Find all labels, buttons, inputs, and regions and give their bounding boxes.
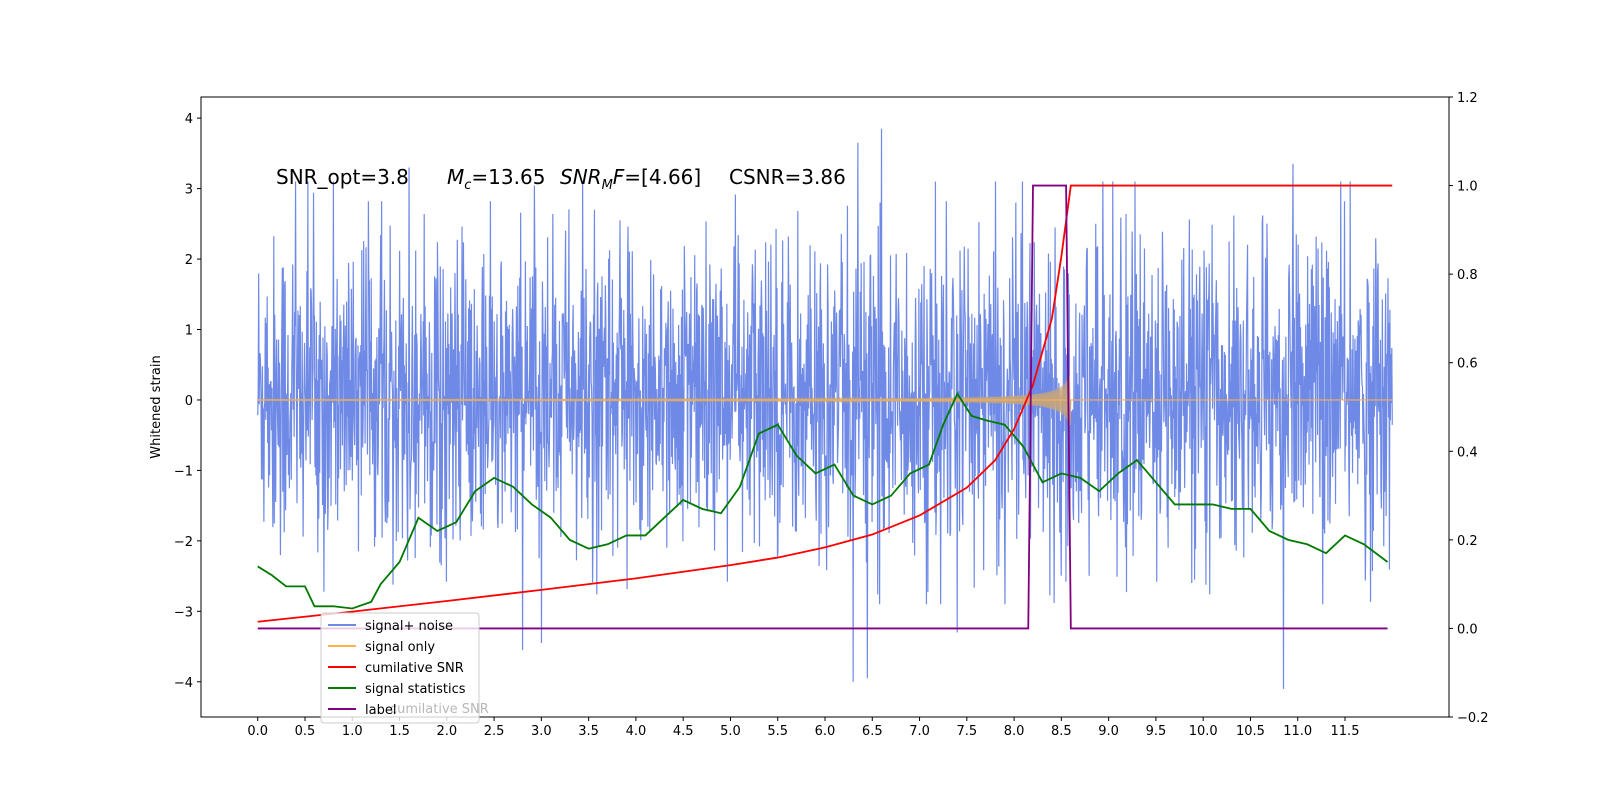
x-tick-label-9: 4.5: [673, 724, 694, 739]
x-tick-label-12: 6.0: [815, 724, 836, 739]
legend-label-cumulative-snr: cumilative SNR: [365, 661, 464, 676]
series-cumulative-snr: [257, 184, 1393, 623]
y2-tick-label-6: 0.0: [1457, 622, 1478, 637]
annotation-snr-opt: SNR_opt=3.8: [276, 165, 409, 189]
x-tick-label-19: 9.5: [1146, 724, 1167, 739]
x-tick-label-6: 3.0: [531, 724, 552, 739]
y-axis-left: 4 3 2 1 0 −1 −2 −3 −4: [174, 112, 201, 691]
x-tick-label-0: 0.0: [247, 724, 268, 739]
x-tick-label-10: 5.0: [720, 724, 741, 739]
annotation-csnr: CSNR=3.86: [729, 165, 846, 189]
legend-label-signal-statistics: signal statistics: [365, 682, 466, 697]
y2-tick-label-0: 1.2: [1457, 91, 1478, 106]
plot-area: [257, 128, 1393, 689]
x-tick-label-18: 9.0: [1098, 724, 1119, 739]
legend-label-signal-noise: signal+ noise: [365, 619, 453, 634]
y-axis-right: 1.2 1.0 0.8 0.6 0.4 0.2 0.0 −0.2: [1449, 91, 1489, 726]
y-tick-label-3: 1: [185, 324, 193, 339]
x-tick-label-8: 4.0: [626, 724, 647, 739]
legend-label-signal-only: signal only: [365, 640, 435, 655]
x-tick-label-16: 8.0: [1004, 724, 1025, 739]
x-tick-label-11: 5.5: [767, 724, 788, 739]
annotation-text: SNR_opt=3.8 Mc=13.65 SNRMF=[4.66] CSNR=3…: [276, 165, 846, 193]
y-tick-label-6: −2: [174, 535, 193, 550]
y-tick-label-8: −4: [174, 676, 193, 691]
x-tick-label-2: 1.0: [342, 724, 363, 739]
legend-box: [320, 612, 480, 724]
annotation-mc: Mc=13.65: [447, 165, 545, 193]
x-tick-label-20: 10.0: [1189, 724, 1218, 739]
y-tick-label-0: 4: [185, 112, 193, 127]
x-tick-label-22: 11.0: [1283, 724, 1312, 739]
annotation-snr-mf: SNRMF=[4.66]: [560, 165, 701, 193]
y2-tick-label-5: 0.2: [1457, 534, 1478, 549]
y2-tick-label-2: 0.8: [1457, 268, 1478, 283]
series-signal-statistics: [257, 391, 1389, 610]
y-tick-label-7: −3: [174, 605, 193, 620]
x-tick-label-4: 2.0: [436, 724, 457, 739]
x-tick-label-7: 3.5: [578, 724, 599, 739]
series-signal-noise: [257, 128, 1393, 689]
x-tick-label-21: 10.5: [1236, 724, 1265, 739]
y-tick-label-2: 2: [185, 253, 193, 268]
legend: cumilative SNR signal+ noise signal only…: [320, 612, 489, 724]
x-axis: 0.0 0.5 1.0 1.5 2.0 2.5 3.0 3.5 4.0 4.5 5.0 5.5 6.0 6…: [247, 717, 1359, 739]
y2-tick-label-7: −0.2: [1457, 711, 1489, 726]
x-tick-label-3: 1.5: [389, 724, 410, 739]
y2-tick-label-3: 0.6: [1457, 357, 1478, 372]
y2-tick-label-4: 0.4: [1457, 445, 1478, 460]
x-tick-label-23: 11.5: [1331, 724, 1360, 739]
legend-label-label: label: [365, 703, 396, 718]
x-tick-label-1: 0.5: [295, 724, 316, 739]
x-tick-label-14: 7.0: [909, 724, 930, 739]
series-label: [257, 184, 1388, 630]
y2-tick-label-1: 1.0: [1457, 180, 1478, 195]
y-tick-label-4: 0: [185, 394, 193, 409]
y-axis-label: Whitened strain: [149, 355, 164, 458]
legend-ghost-text: cumilative SNR: [390, 702, 489, 717]
x-tick-label-15: 7.5: [956, 724, 977, 739]
x-tick-label-17: 8.5: [1051, 724, 1072, 739]
x-tick-label-5: 2.5: [484, 724, 505, 739]
y-tick-label-5: −1: [174, 464, 193, 479]
y-tick-label-1: 3: [185, 183, 193, 198]
x-tick-label-13: 6.5: [862, 724, 883, 739]
